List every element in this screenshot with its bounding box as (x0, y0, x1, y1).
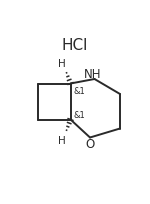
Text: HCl: HCl (62, 38, 88, 53)
Text: &1: &1 (74, 110, 85, 119)
Text: &1: &1 (74, 86, 85, 95)
Text: NH: NH (84, 67, 102, 80)
Text: H: H (58, 59, 66, 69)
Text: O: O (85, 137, 95, 150)
Text: H: H (58, 135, 66, 145)
